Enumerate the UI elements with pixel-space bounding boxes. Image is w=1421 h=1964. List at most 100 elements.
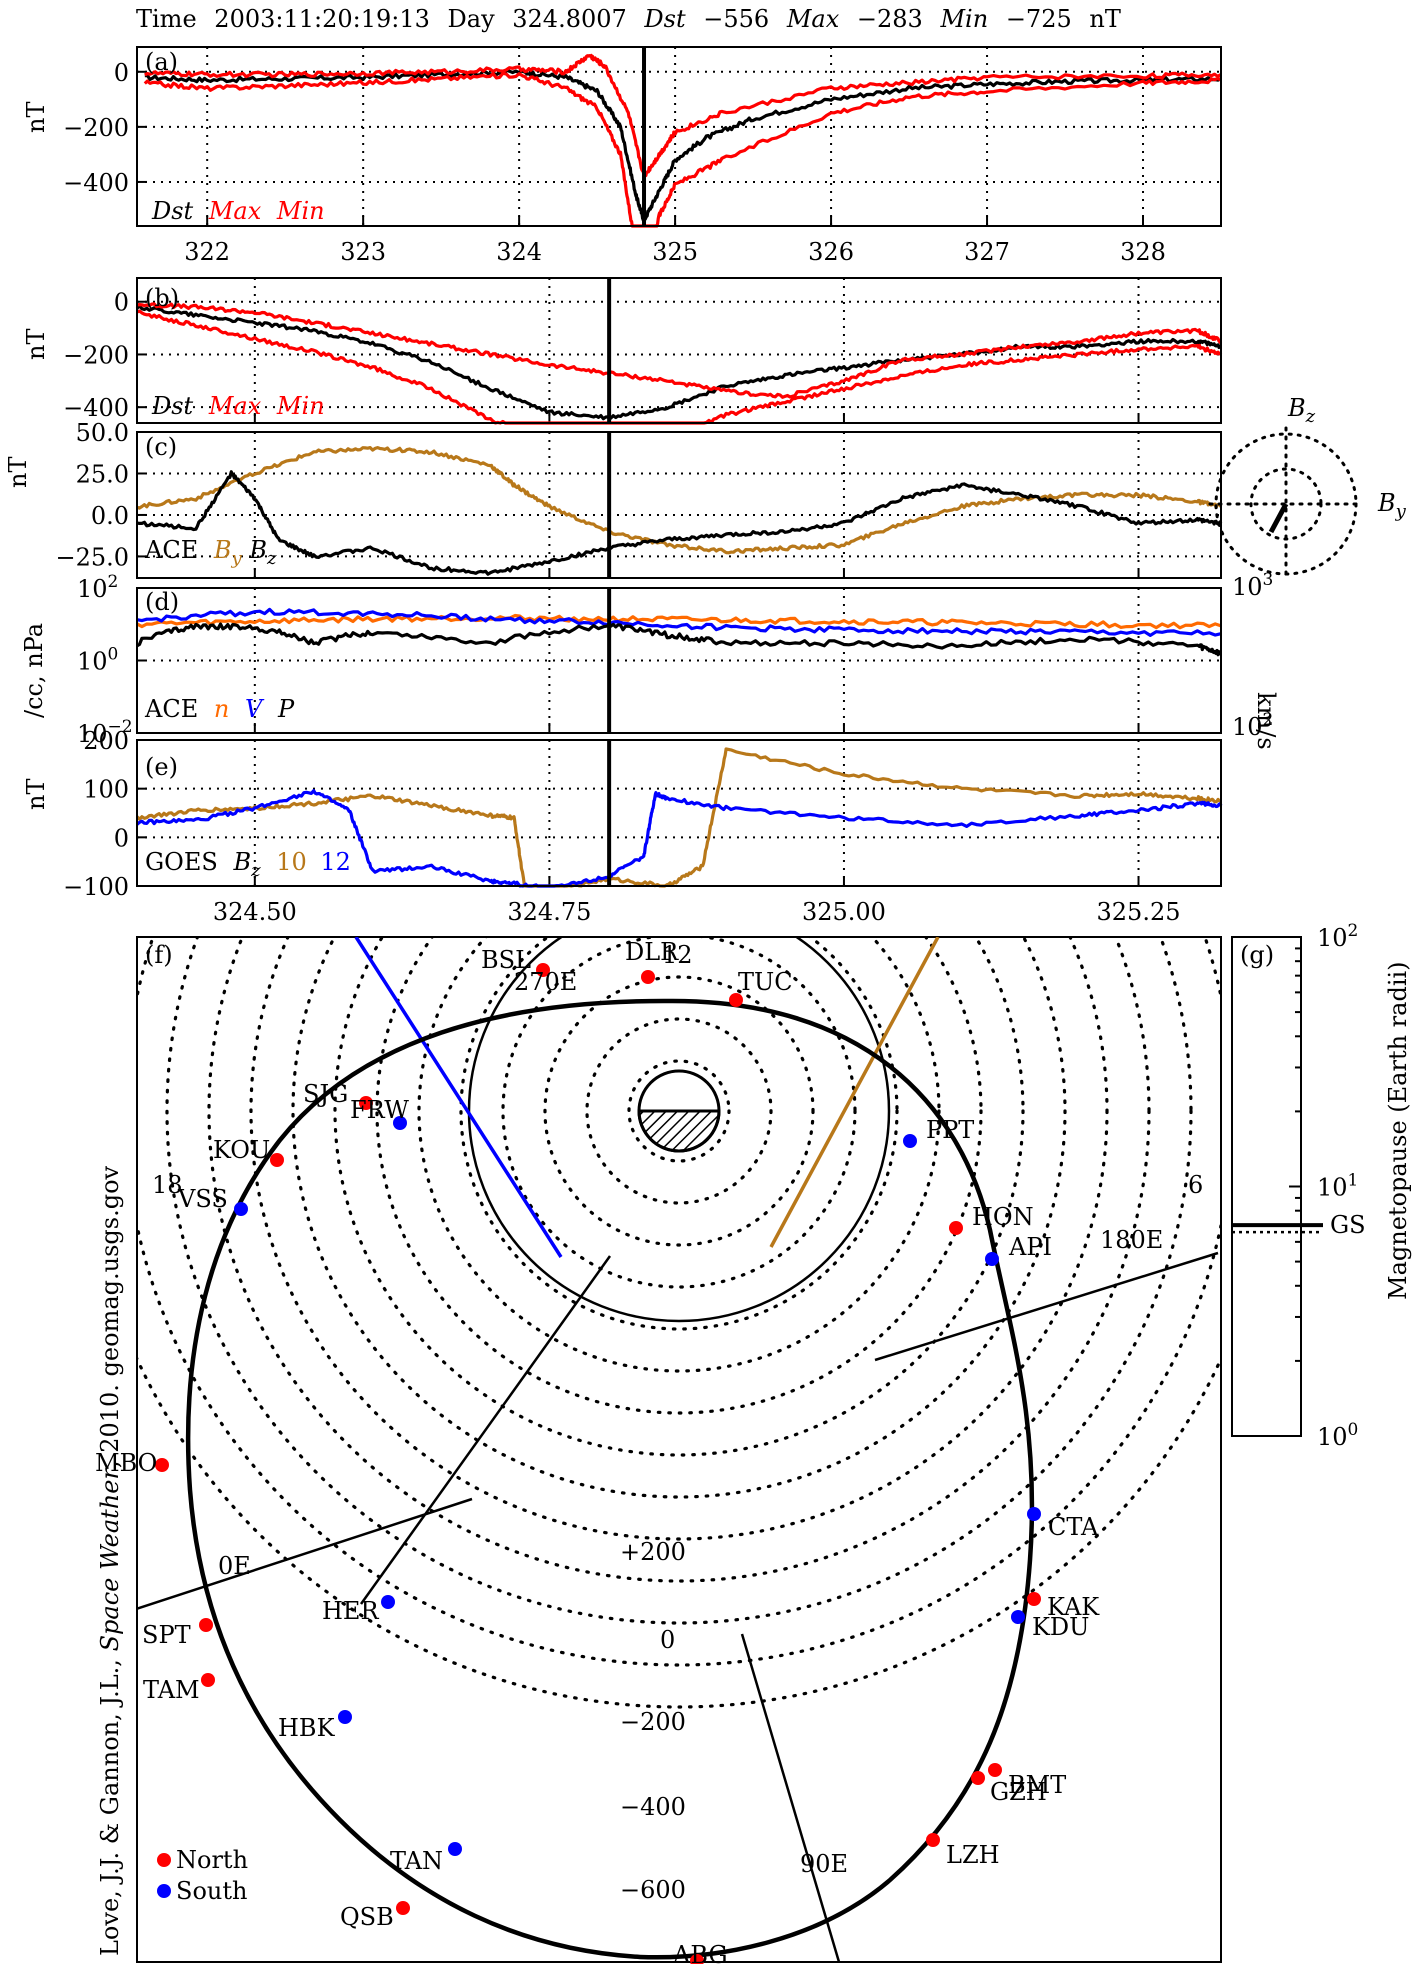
local-time-label-12: 12: [662, 941, 693, 969]
g-tick-exp: 1: [1348, 1171, 1359, 1191]
series-line-V: [136, 607, 1222, 638]
panel-d-right-top: 103: [1232, 570, 1273, 601]
station-dot-kdu: [1011, 1610, 1025, 1624]
station-dot-api: [985, 1252, 999, 1266]
y-tick-label: 25.0: [76, 460, 129, 488]
g-tick-label: 102: [1317, 921, 1358, 952]
panel-g-magnetopause: 102 101 100: [1231, 921, 1358, 1451]
panel-c-ace-imf: 50.0 25.0 0.0 −25.0: [55, 419, 1223, 579]
station-dot-mbo: [155, 1458, 169, 1472]
y-tick-label: 0: [114, 824, 129, 852]
polar-dotted-ring: [165, 937, 1193, 1625]
station-label-hon: HON: [972, 1203, 1034, 1231]
y-tick-base: 10: [77, 575, 108, 603]
y-tick-label: 10−2: [77, 717, 133, 748]
polar-dotted-ring: [137, 1354, 1221, 1709]
x-tick-label: 324.50: [213, 898, 297, 926]
longitude-line: [740, 1633, 841, 1962]
station-dot-frw: [393, 1116, 407, 1130]
station-label-qsb: QSB: [340, 1903, 394, 1931]
x-tick-label: 326: [808, 238, 854, 266]
legend-south-dot: [157, 1884, 171, 1898]
station-label-gzh: GZH: [990, 1778, 1047, 1806]
panel-g-ylabel: Magnetopause (Earth radii): [1384, 961, 1412, 1300]
station-label-frw: FRW: [350, 1096, 409, 1124]
legend-north-label: North: [176, 1846, 248, 1874]
panel-frame: [136, 277, 1222, 424]
panel-b-tag: (b): [145, 284, 179, 312]
x-tick-label: 322: [184, 238, 230, 266]
imf-clock-dial: Bz By: [1208, 394, 1407, 582]
panel-frame: [136, 587, 1222, 734]
x-tick-label: 324: [496, 238, 542, 266]
polar-dotted-ring: [417, 937, 941, 1373]
y-tick-label: 100: [83, 776, 129, 804]
series-line-Max: [136, 302, 1223, 399]
local-time-label-6: 6: [1188, 1171, 1203, 1199]
station-label-kou: KOU: [213, 1136, 270, 1164]
x-tick-label: 325.25: [1097, 898, 1181, 926]
goes10-line: [769, 937, 940, 1248]
panel-c-ylabel: nT: [4, 457, 32, 488]
station-dot-her: [381, 1595, 395, 1609]
radial-value-label: +200: [620, 1538, 686, 1566]
panel-g-marker-label: GS: [1330, 1211, 1366, 1239]
g-tick-label: 100: [1317, 1420, 1358, 1451]
station-label-lzh: LZH: [946, 1841, 1000, 1869]
station-dot-gzh: [971, 1771, 985, 1785]
y-tick-label: −400: [63, 394, 129, 422]
x-tick-label: 328: [1120, 238, 1166, 266]
longitude-label: 90E: [800, 1850, 848, 1878]
local-time-label-18: 18: [152, 1171, 183, 1199]
y-tick-label: 0: [114, 59, 129, 87]
station-label-hbk: HBK: [278, 1714, 336, 1742]
panel-a-legend: Dst Max Min: [151, 197, 325, 225]
y-tick-base: 10: [77, 648, 108, 676]
polar-dotted-ring: [333, 937, 1025, 1457]
y-tick-exp: 0: [108, 645, 119, 665]
panel-f-legend: North South: [157, 1846, 248, 1905]
radial-value-label: −400: [620, 1793, 686, 1821]
panel-b-legend: Dst Max Min: [151, 392, 325, 420]
station-dot-sjg: [359, 1096, 373, 1110]
panel-d-ylabel: /cc, nPa: [20, 623, 48, 718]
station-label-sjg: SJG: [303, 1080, 348, 1108]
panel-e-tag: (e): [145, 753, 178, 781]
station-label-kak: KAK: [1047, 1593, 1100, 1621]
polar-dotted-ring: [501, 937, 857, 1289]
longitude-label: 0E: [218, 1552, 251, 1580]
station-dot-dlr: [641, 970, 655, 984]
panel-e-goes-bz: 200 100 0 −100 324.50 324.75 325.00 325.25: [63, 727, 1223, 926]
polar-dotted-ring: [459, 937, 899, 1331]
station-dot-kou: [270, 1153, 284, 1167]
station-dot-lzh: [926, 1833, 940, 1847]
panel-d-tag: (d): [145, 588, 179, 616]
y-tick-label: −400: [63, 169, 129, 197]
polar-dotted-ring: [627, 1059, 731, 1163]
panel-frame: [136, 46, 1222, 227]
g-tick-exp: 2: [1348, 921, 1359, 941]
station-label-her: HER: [322, 1597, 379, 1625]
station-dot-hbk: [338, 1710, 352, 1724]
y-tick-label: −200: [63, 341, 129, 369]
y-tick-label: 200: [83, 727, 129, 755]
legend-south-label: South: [176, 1877, 247, 1905]
series-line-Dst: [135, 304, 1222, 421]
station-dot-cta: [1027, 1507, 1041, 1521]
legend-north-dot: [157, 1853, 171, 1867]
station-label-tuc: TUC: [738, 968, 793, 996]
radial-value-label: −600: [620, 1876, 686, 1904]
station-label-tam: TAM: [143, 1676, 200, 1704]
panel-b-ylabel: nT: [22, 329, 50, 360]
station-dot-bsl: [536, 963, 550, 977]
station-label-tan: TAN: [390, 1847, 443, 1875]
longitude-line: [874, 1251, 1219, 1362]
series-line-P: [136, 622, 1222, 657]
station-label-bmt: BMT: [1008, 1771, 1066, 1799]
panel-c-legend: ACE By Bz: [144, 536, 277, 570]
station-dot-ppt: [903, 1134, 917, 1148]
radial-value-label: 0: [660, 1626, 675, 1654]
y-tick-label: −200: [63, 114, 129, 142]
g-tick-label: 101: [1317, 1171, 1358, 1202]
panel-b-dst-zoom: 0 −200 −400: [63, 277, 1223, 425]
